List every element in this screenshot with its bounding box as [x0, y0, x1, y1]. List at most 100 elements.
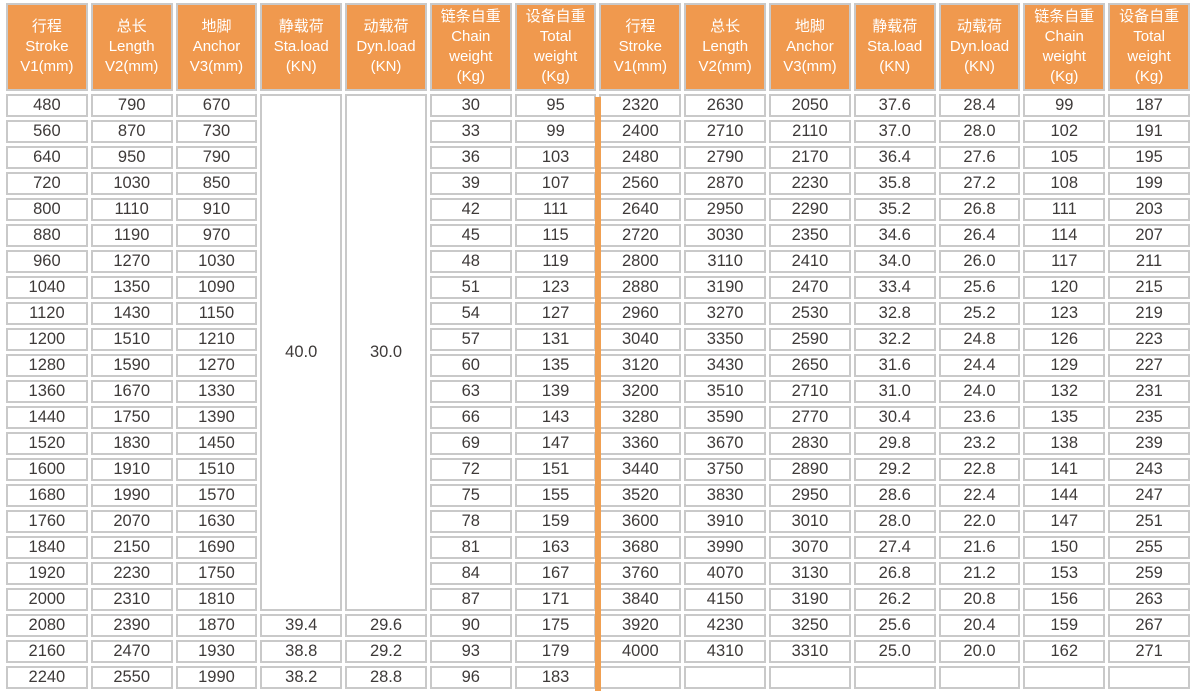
data-cell: 199 — [1108, 172, 1190, 195]
data-cell: 90 — [429, 614, 512, 637]
data-cell: 2590 — [769, 328, 851, 351]
data-cell: 1510 — [90, 328, 173, 351]
data-cell: 2830 — [769, 432, 851, 455]
data-cell: 2150 — [90, 536, 173, 559]
data-cell: 1120 — [6, 302, 88, 325]
data-cell: 60 — [429, 354, 512, 377]
data-cell: 131 — [514, 328, 597, 351]
data-cell: 3310 — [769, 640, 851, 663]
data-cell: 123 — [1023, 302, 1106, 325]
data-cell: 28.4 — [938, 94, 1021, 117]
data-cell: 1110 — [90, 198, 173, 221]
data-cell — [938, 666, 1021, 689]
data-cell: 31.6 — [853, 354, 936, 377]
data-cell: 207 — [1108, 224, 1190, 247]
data-cell: 27.2 — [938, 172, 1021, 195]
data-cell: 20.4 — [938, 614, 1021, 637]
data-cell: 171 — [514, 588, 597, 611]
data-cell: 29.8 — [853, 432, 936, 455]
data-cell: 2530 — [769, 302, 851, 325]
data-cell: 29.2 — [345, 640, 427, 663]
data-cell: 30 — [429, 94, 512, 117]
data-cell: 215 — [1108, 276, 1190, 299]
table-row: 560 870 730 33 99 2400 2710 2110 37.0 28.0 102 191 — [6, 120, 1190, 143]
data-cell: 2470 — [90, 640, 173, 663]
header-right-anchor: 地脚 Anchor V3(mm) — [769, 3, 851, 91]
data-cell: 910 — [175, 198, 258, 221]
data-cell: 1750 — [175, 562, 258, 585]
data-cell: 2800 — [599, 250, 682, 273]
header-right-dynamic-load: 动载荷 Dyn.load (KN) — [938, 3, 1021, 91]
data-cell: 187 — [1108, 94, 1190, 117]
data-cell: 1090 — [175, 276, 258, 299]
table-row: 480 790 670 40.0 30.0 30 95 2320 2630 2050 37.6 28.… — [6, 94, 1190, 611]
data-cell: 1390 — [175, 406, 258, 429]
data-cell: 135 — [514, 354, 597, 377]
data-cell: 1670 — [90, 380, 173, 403]
data-cell: 3190 — [769, 588, 851, 611]
data-cell: 1810 — [175, 588, 258, 611]
data-cell: 93 — [429, 640, 512, 663]
data-cell: 3030 — [684, 224, 767, 247]
data-cell: 3130 — [769, 562, 851, 585]
data-cell: 1280 — [6, 354, 88, 377]
data-cell: 2290 — [769, 198, 851, 221]
data-cell: 143 — [514, 406, 597, 429]
data-cell: 162 — [1023, 640, 1106, 663]
data-cell — [1108, 666, 1190, 689]
data-cell: 147 — [1023, 510, 1106, 533]
data-cell: 2310 — [90, 588, 173, 611]
data-cell: 1840 — [6, 536, 88, 559]
data-cell: 2390 — [90, 614, 173, 637]
data-cell: 219 — [1108, 302, 1190, 325]
table-row: 1600 1910 1510 72 151 3440 3750 2890 29.2 22.8 141… — [6, 458, 1190, 481]
header-row: 行程 Stroke V1(mm) 总长 Length V2(mm) 地脚 Anchor V3(m… — [6, 3, 1190, 91]
data-cell: 87 — [429, 588, 512, 611]
data-cell: 32.8 — [853, 302, 936, 325]
data-cell: 38.2 — [260, 666, 343, 689]
data-cell: 95 — [514, 94, 597, 117]
data-cell: 4310 — [684, 640, 767, 663]
data-cell: 271 — [1108, 640, 1190, 663]
data-cell: 135 — [1023, 406, 1106, 429]
header-left-length: 总长 Length V2(mm) — [90, 3, 173, 91]
data-cell: 26.2 — [853, 588, 936, 611]
data-cell — [769, 666, 851, 689]
spec-table-header: 行程 Stroke V1(mm) 总长 Length V2(mm) 地脚 Anchor V3(m… — [6, 3, 1190, 91]
data-cell: 3840 — [599, 588, 682, 611]
data-cell: 3440 — [599, 458, 682, 481]
data-cell: 26.0 — [938, 250, 1021, 273]
data-cell: 22.4 — [938, 484, 1021, 507]
data-cell: 191 — [1108, 120, 1190, 143]
data-cell: 560 — [6, 120, 88, 143]
data-cell: 2770 — [769, 406, 851, 429]
data-cell: 25.6 — [853, 614, 936, 637]
data-cell: 57 — [429, 328, 512, 351]
header-left-total-weight: 设备自重 Total weight (Kg) — [514, 3, 597, 91]
data-cell: 790 — [175, 146, 258, 169]
data-cell: 39 — [429, 172, 512, 195]
data-cell: 255 — [1108, 536, 1190, 559]
merged-static-load-cell: 40.0 — [260, 94, 343, 611]
data-cell: 950 — [90, 146, 173, 169]
data-cell: 132 — [1023, 380, 1106, 403]
data-cell: 126 — [1023, 328, 1106, 351]
data-cell: 2070 — [90, 510, 173, 533]
table-row: 1440 1750 1390 66 143 3280 3590 2770 30.4 23.6 135… — [6, 406, 1190, 429]
data-cell: 183 — [514, 666, 597, 689]
data-cell: 1040 — [6, 276, 88, 299]
data-cell: 2950 — [684, 198, 767, 221]
data-cell: 203 — [1108, 198, 1190, 221]
data-cell: 3200 — [599, 380, 682, 403]
data-cell: 2630 — [684, 94, 767, 117]
data-cell: 1430 — [90, 302, 173, 325]
data-cell: 179 — [514, 640, 597, 663]
data-cell: 3760 — [599, 562, 682, 585]
data-cell: 2880 — [599, 276, 682, 299]
data-cell: 48 — [429, 250, 512, 273]
data-cell: 1210 — [175, 328, 258, 351]
data-cell: 25.0 — [853, 640, 936, 663]
data-cell: 3600 — [599, 510, 682, 533]
data-cell: 3510 — [684, 380, 767, 403]
